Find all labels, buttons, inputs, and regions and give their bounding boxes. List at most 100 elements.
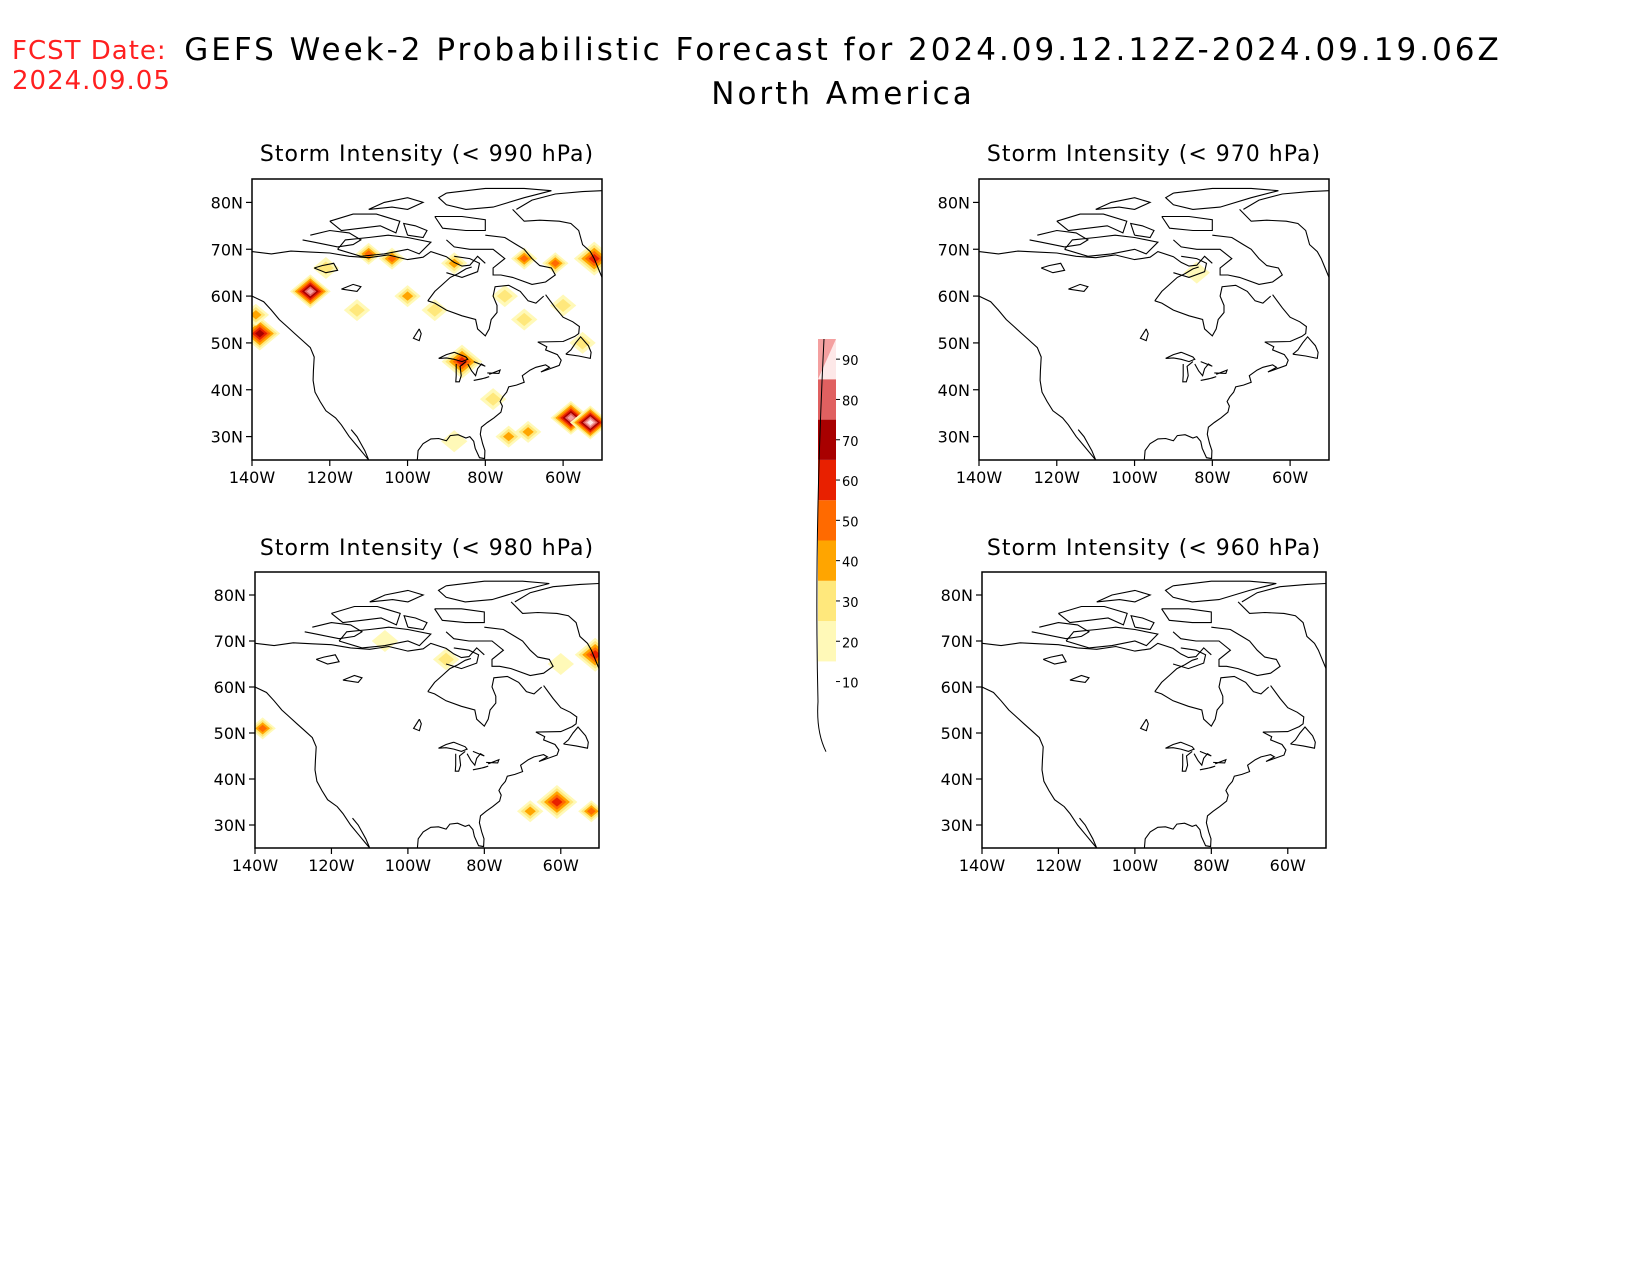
coastline — [1164, 187, 1279, 210]
coastline — [1154, 675, 1270, 727]
lat-tick-label: 40N — [211, 381, 243, 400]
prob-cell — [550, 259, 560, 267]
coastline — [455, 361, 467, 383]
lon-tick-label: 120W — [1034, 468, 1081, 487]
colorbar-top — [818, 339, 836, 380]
lon-tick-label: 60W — [543, 856, 579, 875]
panel-title-970: Storm Intensity (< 970 hPa) — [986, 142, 1322, 167]
colorbar-bin — [818, 500, 836, 541]
map-frame — [254, 571, 600, 849]
coastline — [1143, 294, 1307, 460]
coastline — [329, 213, 401, 234]
prob-cell — [438, 652, 455, 666]
coastline — [1173, 234, 1284, 285]
fcst-date-value: 2024.09.05 — [12, 66, 171, 96]
coastline — [979, 250, 1213, 267]
coastline — [1164, 580, 1277, 603]
lat-tick-label: 40N — [214, 770, 246, 789]
coastline — [427, 657, 472, 692]
colorbar-label: 70 — [842, 435, 859, 450]
map-panel-990: 80N 70N 60N 50N 40N 30N 140W 120W 100W 80W 60W — [211, 178, 603, 487]
lat-tick-label: 30N — [214, 816, 246, 835]
coastline — [1199, 765, 1216, 771]
prob-cell — [306, 288, 314, 295]
coastline — [516, 190, 602, 210]
colorbar-label: 30 — [842, 596, 859, 611]
prob-cell — [349, 303, 365, 317]
lon-tick-label: 60W — [1270, 856, 1306, 875]
coastline — [1069, 674, 1090, 683]
prob-cell — [496, 289, 513, 303]
fcst-date-block: FCST Date: 2024.09.05 — [12, 36, 171, 96]
lat-tick-label: 60N — [214, 678, 246, 697]
coastline — [446, 255, 481, 278]
prob-cell — [503, 431, 515, 442]
colorbar-bin — [818, 379, 836, 420]
coastline — [427, 675, 543, 727]
map-panel-960: 80N 70N 60N 50N 40N 30N 140W 120W 100W 80W 60W — [941, 571, 1327, 875]
colorbar-label: 80 — [842, 394, 859, 409]
coastline — [510, 601, 599, 669]
map-frame — [978, 178, 1330, 461]
lat-tick-label: 50N — [211, 334, 243, 353]
coastline — [1068, 283, 1089, 292]
coastline — [1129, 222, 1155, 239]
coastline — [565, 335, 592, 360]
lat-tick-label: 80N — [211, 193, 243, 212]
coastline — [402, 222, 428, 239]
coastline — [304, 622, 364, 640]
coastline — [1077, 429, 1097, 460]
coastline — [337, 234, 433, 257]
prob-cell — [586, 807, 596, 815]
coastline — [1095, 197, 1152, 210]
panel-title-980: Storm Intensity (< 980 hPa) — [259, 536, 595, 561]
prob-cell — [567, 414, 575, 421]
coastline — [982, 642, 1212, 659]
lat-tick-label: 30N — [938, 428, 970, 447]
coastline — [1143, 685, 1305, 848]
coastline — [563, 726, 589, 749]
coastline — [1165, 351, 1196, 363]
coastline — [1161, 608, 1212, 624]
lat-tick-label: 50N — [938, 334, 970, 353]
coastline — [1193, 750, 1212, 767]
coastline — [1172, 626, 1281, 677]
lat-tick-label: 80N — [941, 586, 973, 605]
coastline — [1172, 647, 1207, 670]
coastline — [255, 642, 485, 659]
colorbar-bin — [818, 621, 836, 662]
coastline — [437, 187, 552, 210]
coastline — [1290, 726, 1316, 749]
lon-tick-label: 60W — [1272, 468, 1308, 487]
lat-tick-label: 50N — [214, 724, 246, 743]
prob-cell — [519, 254, 529, 263]
coastline — [434, 215, 486, 232]
coastline — [472, 765, 489, 771]
coastline — [1213, 758, 1227, 765]
lon-tick-label: 140W — [232, 856, 279, 875]
coastline — [446, 234, 557, 285]
prob-cell — [387, 254, 397, 263]
coastline — [438, 741, 469, 752]
coastline — [255, 686, 371, 848]
lat-tick-label: 60N — [938, 287, 970, 306]
coastline — [338, 626, 432, 649]
coastline — [315, 654, 340, 665]
coastline — [369, 589, 425, 603]
coastline — [473, 376, 490, 381]
coastline — [1040, 262, 1066, 274]
lon-tick-label: 80W — [1194, 468, 1230, 487]
lon-tick-label: 80W — [466, 856, 502, 875]
colorbar: 10 20 30 40 50 60 70 80 90 — [816, 338, 859, 752]
panel-title-990: Storm Intensity (< 990 hPa) — [259, 142, 595, 167]
colorbar-label: 20 — [842, 636, 859, 651]
lat-tick-label: 60N — [211, 287, 243, 306]
prob-cell — [589, 650, 599, 660]
coastline — [979, 295, 1097, 460]
fcst-date-label: FCST Date: — [12, 36, 167, 66]
coastline — [352, 817, 371, 848]
prob-cell — [401, 291, 414, 301]
coastline — [350, 429, 370, 460]
lon-tick-label: 120W — [1035, 856, 1082, 875]
